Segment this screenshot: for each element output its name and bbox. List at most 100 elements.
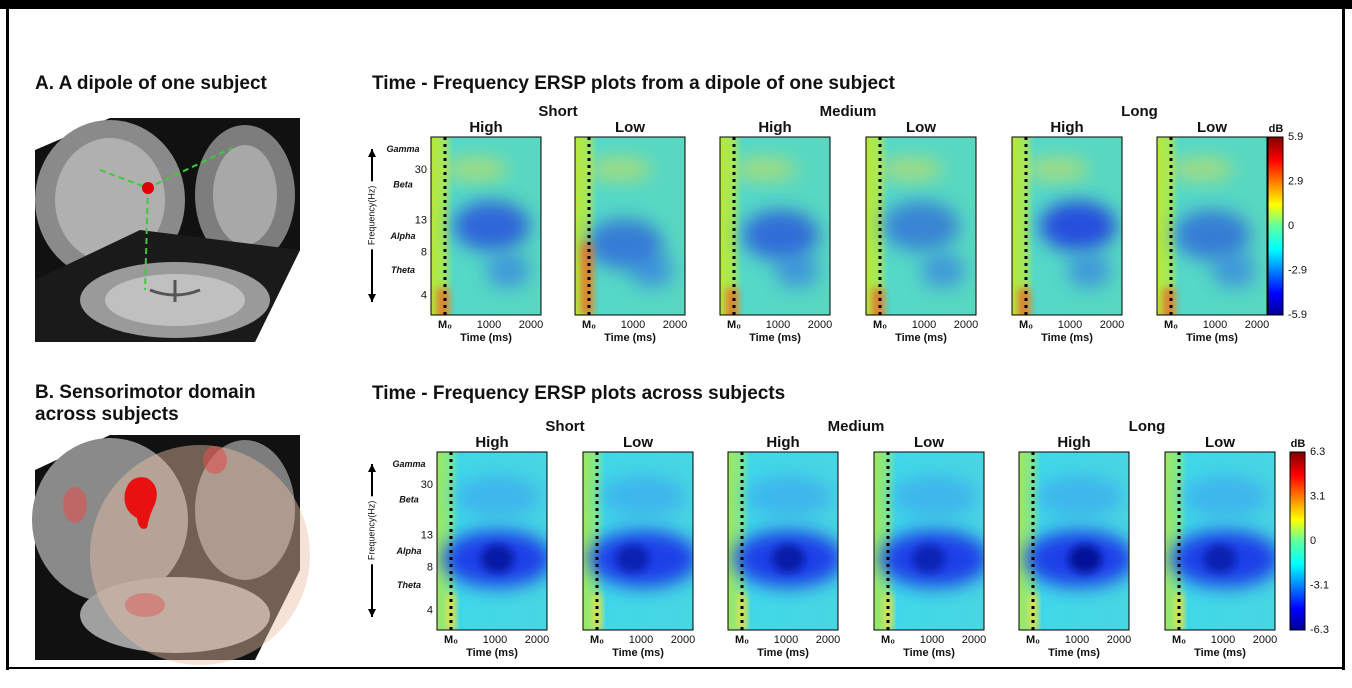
x-axis-title: Time (ms) xyxy=(757,647,809,659)
plot-title: Time - Frequency ERSP plots from a dipol… xyxy=(372,73,896,94)
condition-label: High xyxy=(475,434,508,451)
frame-left xyxy=(6,0,9,670)
brain-image-b xyxy=(32,435,310,665)
heatmap-blob xyxy=(1068,544,1102,574)
plot-frame xyxy=(1164,451,1276,631)
colorbar-tick-label: -2.9 xyxy=(1288,264,1307,276)
heatmap-blob xyxy=(586,156,652,182)
heatmap-blob xyxy=(882,201,960,251)
x-tick-label: 2000 xyxy=(1100,319,1124,331)
heatmap-strip xyxy=(593,594,601,630)
condition-label: High xyxy=(1050,119,1083,136)
y-axis-title: Frequency(Hz) xyxy=(366,501,376,561)
band-label: Theta xyxy=(391,265,415,275)
heatmap-blob xyxy=(731,156,797,182)
heatmap-blob xyxy=(877,156,943,182)
band-label: Theta xyxy=(397,580,421,590)
plot-frame xyxy=(430,136,542,316)
y-axis-title: Frequency(Hz) xyxy=(366,186,376,246)
heatmap-blob xyxy=(772,544,805,574)
plot-frame xyxy=(582,451,694,631)
y-tick-label: 4 xyxy=(421,289,427,301)
heatmap-blob xyxy=(890,475,979,518)
panel-label: across subjects xyxy=(35,404,179,425)
x-tick-label: 1000 xyxy=(912,319,936,331)
colorbar-tick-label: -6.3 xyxy=(1310,624,1329,636)
onset-label: M₀ xyxy=(727,319,741,331)
x-tick-label: 1000 xyxy=(920,634,944,646)
x-axis-title: Time (ms) xyxy=(1041,332,1093,344)
x-tick-label: 2000 xyxy=(1245,319,1269,331)
condition-label: High xyxy=(766,434,799,451)
y-tick-label: 30 xyxy=(415,164,427,176)
x-tick-label: 2000 xyxy=(663,319,687,331)
arrow-head xyxy=(368,464,376,472)
heatmap-blob xyxy=(921,252,965,289)
ersp-heatmap xyxy=(1165,452,1275,630)
y-tick-label: 8 xyxy=(427,562,433,574)
band-label: Beta xyxy=(399,494,419,504)
group-label: Long xyxy=(1121,103,1158,120)
x-axis-title: Time (ms) xyxy=(612,647,664,659)
x-tick-label: 2000 xyxy=(808,319,832,331)
x-tick-label: 2000 xyxy=(816,634,840,646)
heatmap-blob xyxy=(1023,156,1089,182)
onset-label: M₀ xyxy=(881,634,895,646)
plot-frame xyxy=(865,136,977,316)
x-tick-label: 1000 xyxy=(1058,319,1082,331)
ersp-heatmap xyxy=(437,452,547,630)
heatmap-strip xyxy=(726,288,738,315)
onset-label: M₀ xyxy=(444,634,458,646)
onset-label: M₀ xyxy=(582,319,596,331)
x-tick-label: 1000 xyxy=(774,634,798,646)
group-label: Short xyxy=(538,103,577,120)
heatmap-blob xyxy=(481,544,514,574)
heatmap-strip xyxy=(437,288,449,315)
condition-label: Low xyxy=(615,119,645,136)
arrow-head xyxy=(368,609,376,617)
ersp-heatmap xyxy=(1157,137,1267,315)
frame-top xyxy=(0,0,1352,9)
condition-label: High xyxy=(1057,434,1090,451)
group-label: Long xyxy=(1129,418,1166,435)
heatmap-blob xyxy=(1173,209,1251,260)
x-tick-label: 1000 xyxy=(621,319,645,331)
heatmap-blob xyxy=(1168,156,1234,182)
x-tick-label: 1000 xyxy=(629,634,653,646)
onset-label: M₀ xyxy=(1019,319,1033,331)
plot-frame xyxy=(719,136,831,316)
panel-label: B. Sensorimotor domain xyxy=(35,382,256,403)
label-bg xyxy=(366,181,378,250)
ersp-heatmap xyxy=(431,137,541,315)
colorbar-tick-label: 3.1 xyxy=(1310,490,1325,502)
heatmap-blob xyxy=(453,201,530,251)
arrow-head xyxy=(368,149,376,157)
x-axis-title: Time (ms) xyxy=(895,332,947,344)
ersp-heatmap xyxy=(874,452,984,630)
heatmap-blob xyxy=(1212,252,1256,289)
ersp-heatmap xyxy=(728,452,838,630)
ersp-heatmap xyxy=(1012,137,1122,315)
colorbar-tick-label: 0 xyxy=(1310,535,1316,547)
plot-frame xyxy=(1156,136,1268,316)
heatmap-blob xyxy=(1203,544,1237,574)
band-label: Beta xyxy=(393,179,413,189)
x-axis-title: Time (ms) xyxy=(460,332,512,344)
ersp-heatmap xyxy=(583,452,693,630)
onset-label: M₀ xyxy=(1026,634,1040,646)
condition-label: Low xyxy=(906,119,936,136)
x-tick-label: 1000 xyxy=(1211,634,1235,646)
heatmap-strip xyxy=(872,288,884,315)
colorbar-tick-label: -3.1 xyxy=(1310,579,1329,591)
y-tick-label: 8 xyxy=(421,247,427,259)
colorbar-tick-label: 2.9 xyxy=(1288,175,1303,187)
heatmap-strip xyxy=(1029,594,1037,630)
x-tick-label: 2000 xyxy=(519,319,543,331)
ersp-heatmap xyxy=(720,137,830,315)
x-tick-label: 2000 xyxy=(525,634,549,646)
heatmap-strip xyxy=(581,243,593,315)
x-tick-label: 1000 xyxy=(1203,319,1227,331)
heatmap-blob xyxy=(486,252,530,289)
heatmap-strip xyxy=(1018,288,1030,315)
